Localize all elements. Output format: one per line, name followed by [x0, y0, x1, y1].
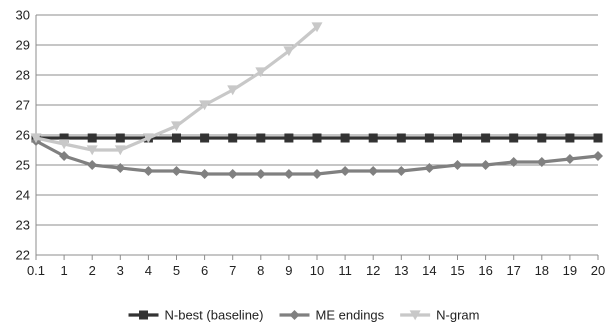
- x-tick-label: 5: [173, 263, 180, 278]
- data-point: [396, 133, 406, 143]
- y-tick-labels: 22 23 24 25 26 27 28 29 30: [16, 8, 30, 263]
- legend-marker: [139, 310, 149, 320]
- data-point: [171, 121, 182, 132]
- data-point: [284, 133, 294, 143]
- data-point: [283, 169, 294, 179]
- data-point: [114, 145, 126, 156]
- data-point: [509, 133, 519, 143]
- series-n-gram: [30, 22, 323, 156]
- data-point: [508, 157, 519, 167]
- data-point: [537, 133, 547, 143]
- x-tick-labels: 0.1 1 2 3 4 5 6 7 8 9 10 11 12 13 14 15 16 17 18 19 20: [27, 263, 605, 278]
- x-tick-label: 13: [394, 263, 408, 278]
- data-point: [283, 46, 295, 57]
- x-tick-label: 17: [506, 263, 520, 278]
- data-point: [227, 85, 239, 96]
- data-point: [87, 133, 97, 143]
- data-point: [536, 157, 547, 167]
- data-point: [256, 133, 266, 143]
- y-tick-label: 30: [16, 8, 30, 23]
- data-point: [58, 139, 70, 150]
- y-tick-label: 25: [16, 158, 30, 173]
- series-lines: [30, 22, 603, 179]
- data-point: [200, 133, 210, 143]
- data-point: [255, 67, 267, 78]
- data-point: [453, 133, 462, 143]
- data-point: [30, 133, 42, 144]
- x-tick-label: 7: [229, 263, 236, 278]
- series-n-best-baseline: [31, 133, 603, 143]
- y-tick-label: 27: [16, 98, 30, 113]
- data-point: [59, 133, 69, 143]
- data-point: [368, 166, 379, 176]
- data-point: [481, 133, 491, 143]
- legend-item: N-best (baseline): [128, 308, 264, 323]
- x-tick-label: 11: [338, 263, 352, 278]
- data-point: [593, 133, 603, 143]
- x-tick-label: 12: [366, 263, 380, 278]
- y-tick-label: 24: [16, 188, 30, 203]
- data-point: [142, 133, 154, 144]
- x-tick-label: 1: [60, 263, 67, 278]
- data-point: [480, 160, 491, 170]
- x-tick-label: 20: [591, 263, 605, 278]
- x-tick-label: 19: [563, 263, 577, 278]
- data-point: [565, 133, 575, 143]
- data-point: [564, 154, 575, 164]
- data-point: [368, 133, 378, 143]
- data-point: [143, 166, 154, 176]
- y-tick-label: 23: [16, 218, 30, 233]
- legend-label: ME endings: [316, 308, 385, 323]
- axes: [35, 15, 599, 260]
- legend-label: N-gram: [436, 308, 479, 323]
- data-point: [199, 100, 211, 111]
- y-tick-label: 22: [16, 248, 30, 263]
- data-point: [340, 133, 350, 143]
- x-tick-label: 2: [89, 263, 96, 278]
- data-point: [340, 166, 351, 176]
- legend-item: ME endings: [279, 308, 385, 323]
- legend-label: N-best (baseline): [165, 308, 264, 323]
- y-tick-label: 26: [16, 128, 30, 143]
- data-point: [87, 160, 98, 170]
- legend-marker: [289, 310, 300, 320]
- data-point: [171, 166, 182, 176]
- x-tick-label: 8: [257, 263, 264, 278]
- x-tick-label: 16: [478, 263, 492, 278]
- data-point: [228, 133, 238, 143]
- x-tick-label: 14: [422, 263, 436, 278]
- data-point: [312, 133, 322, 143]
- data-point: [199, 169, 210, 179]
- data-point: [115, 163, 126, 173]
- series-me-endings: [31, 136, 603, 179]
- x-tick-label: 10: [310, 263, 324, 278]
- legend-marker: [409, 310, 421, 321]
- x-tick-label: 0.1: [27, 263, 45, 278]
- data-point: [452, 160, 463, 170]
- y-tick-label: 28: [16, 68, 30, 83]
- data-point: [115, 133, 125, 143]
- data-point: [311, 22, 323, 33]
- y-tick-label: 29: [16, 38, 30, 53]
- x-tick-label: 9: [285, 263, 292, 278]
- data-point: [424, 163, 435, 173]
- x-tick-label: 15: [450, 263, 464, 278]
- data-point: [172, 133, 181, 143]
- data-point: [424, 133, 434, 143]
- legend: N-best (baseline) ME endings N-gram: [128, 308, 479, 323]
- x-tick-label: 6: [201, 263, 208, 278]
- x-tick-label: 3: [117, 263, 124, 278]
- data-point: [255, 169, 266, 179]
- data-point: [396, 166, 407, 176]
- legend-item: N-gram: [400, 308, 479, 323]
- data-point: [227, 169, 238, 179]
- data-point: [86, 145, 98, 156]
- data-point: [593, 151, 603, 161]
- data-point: [59, 151, 70, 161]
- x-tick-label: 18: [535, 263, 549, 278]
- x-tick-label: 4: [145, 263, 152, 278]
- data-point: [312, 169, 322, 179]
